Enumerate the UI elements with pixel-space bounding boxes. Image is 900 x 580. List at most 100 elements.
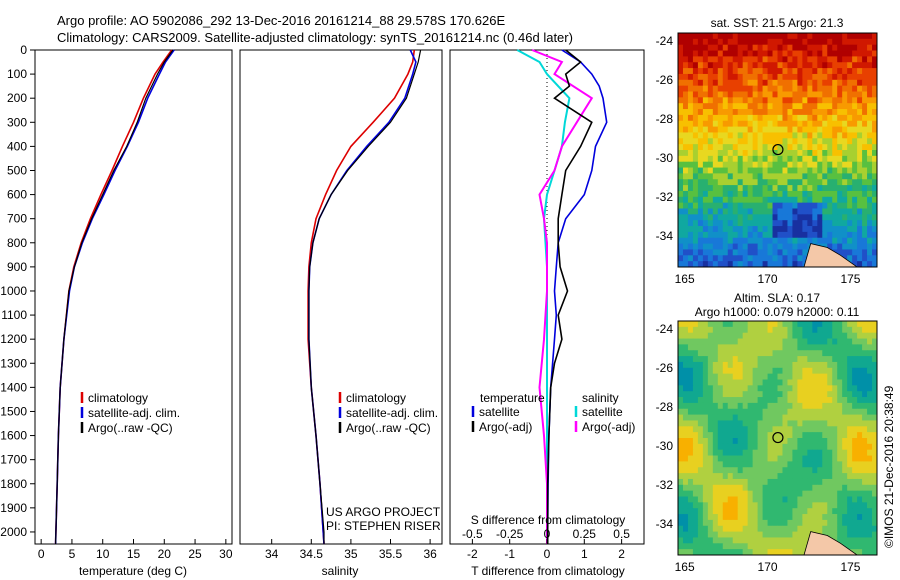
sla-map-cell xyxy=(857,426,863,433)
sla-map-cell xyxy=(827,455,833,462)
sla-map-cell xyxy=(807,426,813,433)
sst-map-cell xyxy=(772,214,778,221)
sla-map-cell xyxy=(742,490,749,497)
sla-map-cell xyxy=(767,484,773,492)
sla-map-cell xyxy=(697,449,704,456)
sla-map-cell xyxy=(817,373,823,380)
sla-map-cell xyxy=(862,461,868,468)
sla-map-cell xyxy=(837,350,843,357)
sla-map-cell xyxy=(797,385,803,392)
sla-map-cell xyxy=(842,326,848,334)
sla-map-cell xyxy=(682,467,689,474)
sst-map-cell xyxy=(752,91,759,98)
sla-map-cell xyxy=(802,449,808,456)
sla-map-cell xyxy=(767,367,773,375)
sst-map-cell xyxy=(837,38,843,46)
sla-map-cell xyxy=(827,449,833,456)
sst-map-cell xyxy=(692,38,699,46)
sla-map-cell xyxy=(697,484,704,492)
sla-map-cell xyxy=(827,478,833,486)
sst-map-cell xyxy=(762,155,768,163)
sst-map-cell xyxy=(802,103,808,110)
sst-map-cell xyxy=(847,150,853,157)
sla-map-cell xyxy=(757,525,763,532)
sla-map-cell xyxy=(822,443,828,451)
sst-map-cell xyxy=(792,103,798,110)
sst-map-cell xyxy=(837,196,843,204)
sst-map-cell xyxy=(678,103,684,110)
sla-map-cell xyxy=(817,438,823,445)
sla-map-cell xyxy=(692,496,699,503)
sst-map-cell xyxy=(687,114,694,122)
sst-map-cell xyxy=(762,173,768,180)
sla-map-cell xyxy=(727,514,734,521)
sst-map-cell xyxy=(732,220,739,227)
sla-map-cell xyxy=(817,496,823,503)
sst-map-cell xyxy=(777,226,783,233)
sla-map-cell xyxy=(807,449,813,456)
sst-map-cell xyxy=(732,179,739,186)
sst-map-cell xyxy=(752,120,759,127)
sla-map-cell xyxy=(702,478,709,486)
sst-map-cell xyxy=(767,44,773,51)
sla-map-cell xyxy=(692,549,699,555)
sst-map-cell xyxy=(787,126,793,133)
diff-sal-legend-label: Argo(-adj) xyxy=(582,420,635,434)
sst-map-cell xyxy=(807,109,813,116)
sst-map-cell xyxy=(687,79,694,87)
sst-map-cell xyxy=(847,226,853,233)
sst-map-cell xyxy=(792,190,798,198)
project-line2: PI: STEPHEN RISER xyxy=(326,519,441,533)
sst-map-cell xyxy=(802,208,808,215)
sst-map-cell xyxy=(832,103,838,110)
sla-map-cell xyxy=(692,332,699,339)
sst-map-cell xyxy=(697,190,704,198)
sla-map-cell xyxy=(727,496,734,503)
sla-map-cell xyxy=(678,449,684,456)
sla-map-cell xyxy=(722,379,729,386)
sst-map-cell xyxy=(807,220,813,227)
sst-map-cell xyxy=(707,190,714,198)
sst-map-cell xyxy=(782,85,788,92)
sst-map-cell xyxy=(687,68,694,75)
sst-map-cell xyxy=(827,214,833,221)
sla-map-cell xyxy=(827,525,833,532)
sla-map-cell xyxy=(762,397,768,404)
sla-map-cell xyxy=(697,408,704,415)
sst-map-cell xyxy=(822,231,828,239)
sla-map-cell xyxy=(757,438,763,445)
sst-map-cell xyxy=(727,144,734,151)
sla-map-cell xyxy=(847,426,853,433)
sla-map-cell xyxy=(737,525,744,532)
sla-map-cell xyxy=(792,397,798,404)
sla-map-cell xyxy=(682,455,689,462)
sla-map-cell xyxy=(732,338,739,345)
sst-map-cell xyxy=(802,44,808,51)
sst-map-cell xyxy=(747,173,754,180)
sla-map-cell xyxy=(777,397,783,404)
sla-map-cell xyxy=(782,531,788,538)
sla-map-cell xyxy=(807,525,813,532)
sla-map-cell xyxy=(752,461,759,468)
sla-map-cell xyxy=(827,356,833,363)
sst-map-cell xyxy=(827,38,833,46)
sla-map-cell xyxy=(812,338,818,345)
sst-map-cell xyxy=(722,144,729,151)
sla-map-cell xyxy=(872,414,877,421)
sla-map-cell xyxy=(767,531,773,538)
sla-map-cell xyxy=(752,490,759,497)
sst-map-cell xyxy=(678,190,684,198)
sst-map-cell xyxy=(757,79,763,87)
sla-map-cell xyxy=(687,537,694,544)
sst-map-cell xyxy=(752,79,759,87)
sst-map-cell xyxy=(747,132,754,139)
sst-map-cell xyxy=(852,56,858,63)
sla-map-cell xyxy=(702,473,709,480)
sst-map-cell xyxy=(692,226,699,233)
sla-map-cell xyxy=(757,443,763,451)
sla-map-cell xyxy=(692,484,699,492)
sla-map-cell xyxy=(687,385,694,392)
sla-map-cell xyxy=(787,408,793,415)
sst-map-cell xyxy=(722,91,729,98)
sla-map-cell xyxy=(722,432,729,439)
